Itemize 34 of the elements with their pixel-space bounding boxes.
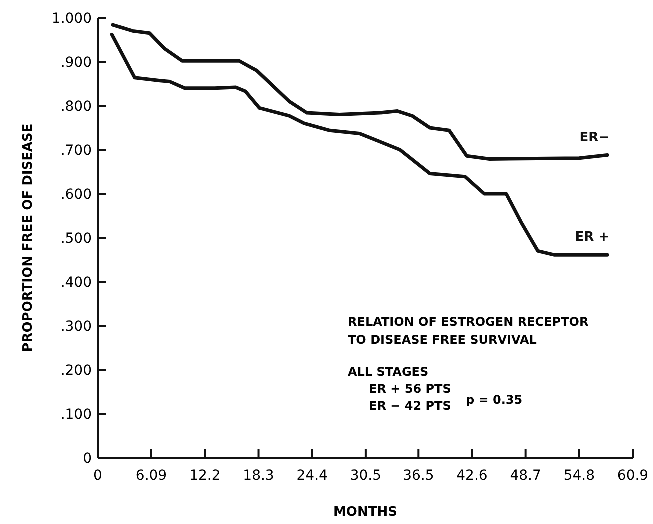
y-axis-title: PROPORTION FREE OF DISEASE: [21, 124, 36, 352]
x-tick-label: 18.3: [243, 468, 274, 484]
x-tick-label: 54.8: [564, 468, 595, 484]
y-tick-label: .900: [60, 54, 92, 71]
y-tick-label: .400: [60, 274, 92, 291]
y-tick-label: 0: [83, 450, 92, 467]
x-tick-label: 12.2: [190, 468, 221, 484]
x-tick-label: 60.9: [617, 468, 649, 484]
line-series: [111, 23, 610, 161]
x-tick-label: 24.4: [296, 468, 328, 484]
series-label: ER +: [575, 230, 610, 246]
y-tick-label: .300: [60, 318, 92, 335]
annotation: ALL STAGES: [348, 365, 429, 379]
x-tick-label: 0: [94, 468, 102, 484]
y-tick-label: .500: [60, 230, 92, 247]
x-axis-title: MONTHS: [334, 505, 398, 520]
y-tick-label: .600: [60, 186, 92, 203]
y-tick-label: .200: [60, 362, 92, 379]
annotation: TO DISEASE FREE SURVIVAL: [348, 333, 538, 347]
y-tick-label: .700: [60, 142, 92, 159]
x-tick-label: 36.5: [403, 468, 434, 484]
y-tick-label: .100: [60, 406, 92, 423]
x-tick-label: 42.6: [456, 468, 488, 484]
annotation: ER − 42 PTS: [369, 399, 452, 413]
line-series: [110, 32, 610, 257]
series-label: ER−: [580, 130, 610, 146]
x-tick-label: 30.5: [350, 468, 382, 484]
annotation: p = 0.35: [466, 393, 523, 407]
x-tick-label: 48.7: [510, 468, 542, 484]
y-tick-label: .800: [60, 98, 92, 115]
annotation: ER + 56 PTS: [369, 382, 452, 396]
y-tick-label: 1.000: [52, 10, 92, 27]
annotation: RELATION OF ESTROGEN RECEPTOR: [348, 315, 589, 329]
x-tick-label: 6.09: [136, 468, 168, 484]
